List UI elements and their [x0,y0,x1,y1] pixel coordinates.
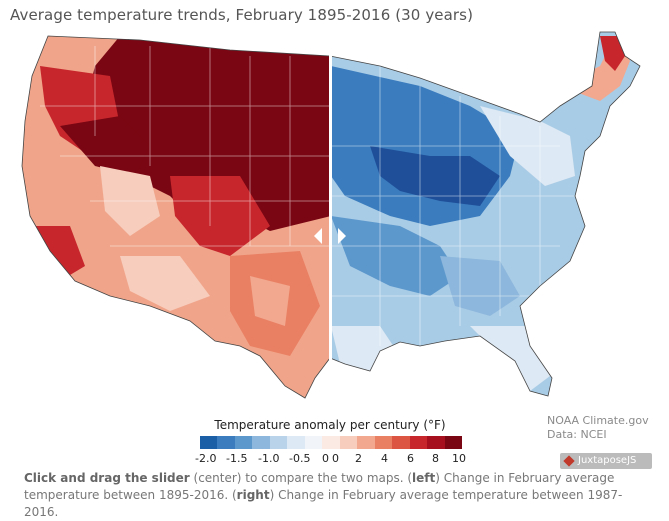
legend-swatch [374,436,393,449]
legend-colorbar [200,436,463,449]
comparison-slider-handle[interactable] [329,26,332,446]
slider-right-arrow-icon[interactable] [338,228,346,244]
legend-swatch [217,436,235,449]
legend-tick-zero-left: 0 [322,452,329,465]
caption-text-1: (center) to compare the two maps. ( [189,471,413,485]
caption-bold-2: left [412,471,436,485]
legend-tick-8: 8 [432,452,439,465]
caption-text-2: ) Change in February average temperature… [24,471,615,502]
legend-swatch [444,436,463,449]
legend-swatch [409,436,428,449]
legend-swatch [287,436,305,449]
legend-tick-neg-1: -1.0 [258,452,280,465]
credit-block: NOAA Climate.gov Data: NCEI [547,414,649,442]
legend-swatch [392,436,410,449]
state-borders [40,46,575,346]
legend-tick-neg-1-5: -1.5 [226,452,248,465]
slider-left-arrow-icon[interactable] [314,228,322,244]
caption-bold-3: right [236,488,270,502]
legend-tick-zero-right: 0 [332,452,339,465]
legend-swatch [357,436,375,449]
credit-source: NOAA Climate.gov [547,414,649,427]
caption-bold-1: Click and drag the slider [24,471,190,485]
legend-tick-2: 2 [355,452,362,465]
legend-swatch [269,436,288,449]
map-title: Average temperature trends, February 189… [10,6,474,24]
legend-tick-6: 6 [407,452,414,465]
juxtapose-label: JuxtaposeJS [578,455,637,466]
legend-tick-10: 10 [452,452,466,465]
caption: Click and drag the slider (center) to co… [24,470,634,521]
legend-tick-neg-0-5: -0.5 [289,452,311,465]
legend-swatch [322,436,340,449]
legend-swatch [427,436,445,449]
legend-swatch [304,436,323,449]
us-map-svg [21,31,641,399]
legend-swatch [234,436,253,449]
us-outline [21,31,641,399]
legend-swatch [252,436,270,449]
legend-title: Temperature anomaly per century (°F) [214,418,446,432]
legend-tick-4: 4 [381,452,388,465]
juxtapose-logo-icon [563,455,575,467]
legend-tick-neg-2: -2.0 [195,452,217,465]
legend-swatch [200,436,218,449]
juxtapose-badge[interactable]: JuxtaposeJS [560,453,652,469]
credit-data: Data: NCEI [547,428,607,441]
comparison-map [0,26,669,416]
legend-swatch [339,436,358,449]
